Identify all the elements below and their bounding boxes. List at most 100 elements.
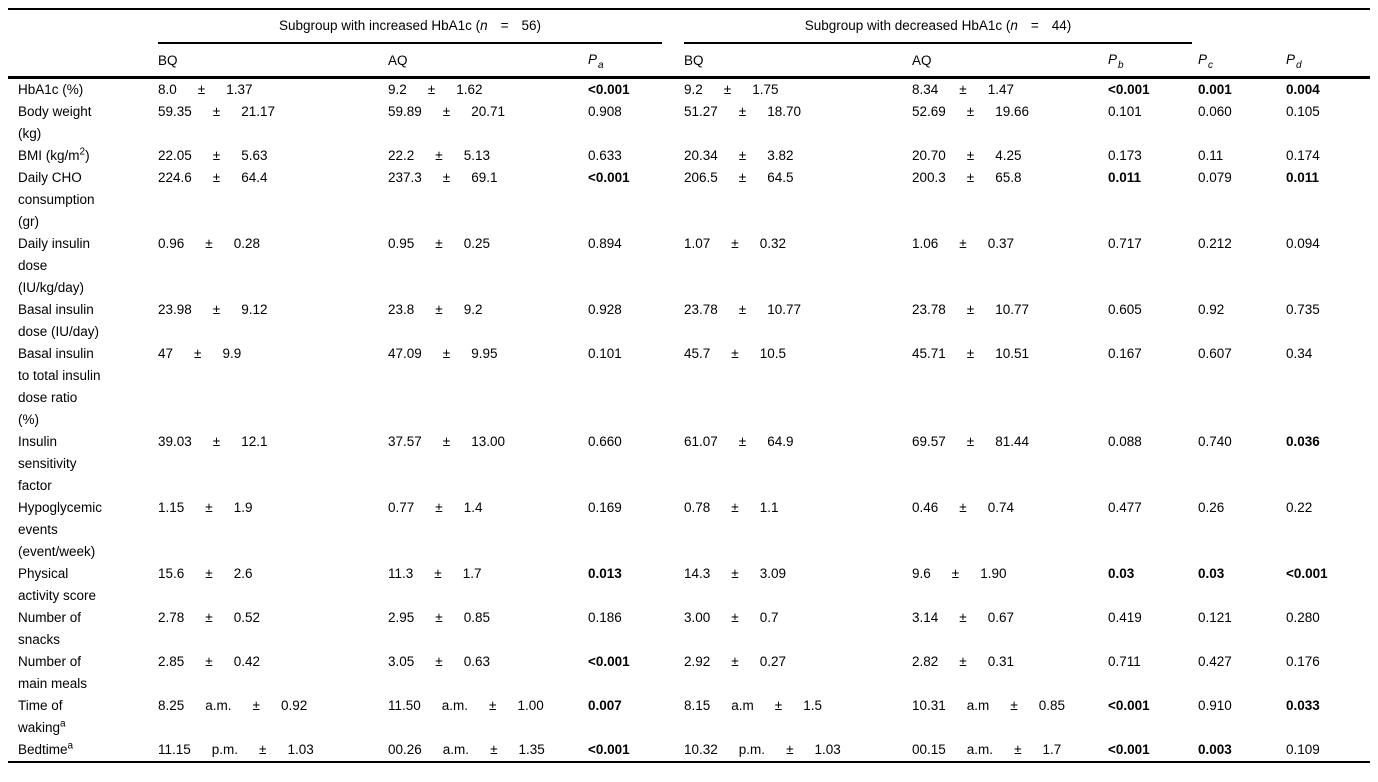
p-value-pa: <0.001: [588, 170, 630, 185]
row-label: Insulin sensitivity factor: [8, 431, 158, 497]
equals-sign: =: [500, 18, 509, 33]
mean-value: 0.46: [912, 500, 939, 515]
mean-value: 237.3: [388, 170, 422, 185]
value-cell-aq2: 23.78 ±10.77: [912, 299, 1108, 321]
table-row: Bedtimea 11.15 p.m. ±1.03 00.26 a.m. ±1.35 <0.0…: [8, 739, 1370, 761]
row-label-line: Bedtimea: [18, 740, 74, 757]
row-label: Body weight (kg): [8, 101, 158, 145]
meridiem-label: a.m.: [442, 742, 470, 757]
plus-minus-sign: ±: [1014, 742, 1022, 757]
row-label-line: dose ratio: [18, 390, 78, 405]
value-cell-bq1: 11.15 p.m. ±1.03: [158, 739, 388, 761]
value-cell-aq1: 9.2 ±1.62: [388, 79, 588, 101]
col-header-bq-increased: BQ: [158, 53, 178, 68]
sd-value: 0.31: [987, 654, 1014, 669]
row-label-line: (%): [18, 412, 39, 427]
p-value-pc: 0.03: [1198, 566, 1225, 581]
plus-minus-sign: ±: [731, 654, 739, 669]
p-value-pc: 0.121: [1198, 610, 1232, 625]
table-body: HbA1c (%) 8.0 ±1.37 9.2 ±1.62 <0.001 9.2 ±1.75 8…: [8, 79, 1370, 761]
row-label-line: Number of: [18, 654, 82, 669]
mean-value: 0.96: [158, 236, 185, 251]
plus-minus-sign: ±: [959, 236, 967, 251]
value-cell-bq1: 224.6 ±64.4: [158, 167, 388, 189]
p-value-pa: 0.908: [588, 104, 622, 119]
sd-value: 1.37: [226, 82, 253, 97]
sd-value: 0.74: [987, 500, 1014, 515]
mean-value: 23.8: [388, 302, 415, 317]
sd-value: 3.09: [759, 566, 786, 581]
value-cell-bq2: 61.07 ±64.9: [684, 431, 912, 453]
plus-minus-sign: ±: [959, 82, 967, 97]
col-header-pa: Pa: [588, 52, 604, 71]
mean-value: 59.35: [158, 104, 192, 119]
value-cell-bq2: 206.5 ±64.5: [684, 167, 912, 189]
value-cell-aq1: 59.89 ±20.71: [388, 101, 588, 123]
plus-minus-sign: ±: [212, 170, 221, 185]
row-label-line: Physical: [18, 566, 69, 581]
value-cell-aq1: 2.95 ±0.85: [388, 607, 588, 629]
sd-value: 64.9: [767, 434, 794, 449]
plus-minus-sign: ±: [738, 148, 747, 163]
plus-minus-sign: ±: [442, 346, 451, 361]
sd-value: 0.25: [463, 236, 490, 251]
plus-minus-sign: ±: [194, 346, 202, 361]
plus-minus-sign: ±: [786, 742, 794, 757]
meridiem-label: p.m.: [211, 742, 239, 757]
value-cell-aq1: 23.8 ±9.2: [388, 299, 588, 321]
table-row: Physical activity score 15.6 ±2.6 11.3 ±1.7 0.…: [8, 563, 1370, 607]
col-header-aq-decreased: AQ: [912, 53, 932, 68]
footnote-marker: a: [67, 740, 74, 752]
col-header-bq-decreased: BQ: [684, 53, 704, 68]
sd-value: 18.70: [767, 104, 802, 119]
sd-value: 1.03: [814, 742, 841, 757]
p-value-pd: 0.105: [1286, 104, 1320, 119]
meridiem-label: p.m.: [738, 742, 766, 757]
col-header-pb: Pb: [1108, 52, 1124, 71]
group-header-row: Subgroup with increased HbA1c (n = 56) Sub…: [8, 10, 1370, 44]
p-value-pc: 0.079: [1198, 170, 1232, 185]
plus-minus-sign: ±: [966, 434, 975, 449]
row-label: Number of main meals: [8, 651, 158, 695]
p-value-pc: 0.212: [1198, 236, 1232, 251]
value-cell-bq2: 45.7 ±10.5: [684, 343, 912, 365]
plus-minus-sign: ±: [966, 346, 975, 361]
row-label: Physical activity score: [8, 563, 158, 607]
group-header-decreased: Subgroup with decreased HbA1c (n = 44): [684, 10, 1192, 44]
row-label: Basal insulin to total insulin dose ratio (…: [8, 343, 158, 431]
mean-value: 61.07: [684, 434, 718, 449]
mean-value: 47.09: [388, 346, 422, 361]
p-value-pc: 0.26: [1198, 500, 1225, 515]
plus-minus-sign: ±: [212, 302, 221, 317]
p-value-pd: 0.174: [1286, 148, 1320, 163]
mean-value: 00.26: [388, 742, 422, 757]
row-label-line: Body weight: [18, 104, 92, 119]
mean-value: 200.3: [912, 170, 946, 185]
row-label-line: sensitivity: [18, 456, 77, 471]
sd-value: 0.92: [280, 698, 308, 713]
plus-minus-sign: ±: [434, 566, 442, 581]
sd-value: 0.7: [759, 610, 779, 625]
row-label-line: main meals: [18, 676, 88, 691]
value-cell-aq1: 37.57 ±13.00: [388, 431, 588, 453]
p-value-pb: 0.711: [1108, 654, 1141, 669]
value-cell-aq2: 2.82 ±0.31: [912, 651, 1108, 673]
p-value-pc: 0.060: [1198, 104, 1232, 119]
row-label-line: dose (IU/day): [18, 324, 100, 339]
plus-minus-sign: ±: [738, 302, 747, 317]
plus-minus-sign: ±: [959, 500, 967, 515]
p-value-pc: 0.001: [1198, 82, 1232, 97]
value-cell-aq1: 11.50 a.m. ±1.00: [388, 695, 588, 717]
value-cell-bq1: 2.78 ±0.52: [158, 607, 388, 629]
p-value-pb: 0.101: [1108, 104, 1142, 119]
sd-value: 0.32: [759, 236, 786, 251]
sd-value: 1.47: [987, 82, 1014, 97]
value-cell-aq1: 0.95 ±0.25: [388, 233, 588, 255]
value-cell-bq1: 22.05 ±5.63: [158, 145, 388, 167]
mean-value: 1.07: [684, 236, 711, 251]
p-value-pd: 0.109: [1286, 742, 1320, 757]
value-cell-aq1: 00.26 a.m. ±1.35: [388, 739, 588, 761]
p-value-pb: <0.001: [1108, 698, 1150, 713]
p-value-pd: 0.011: [1286, 170, 1320, 185]
table-row: Insulin sensitivity factor 39.03 ±12.1 37.57 ±…: [8, 431, 1370, 497]
